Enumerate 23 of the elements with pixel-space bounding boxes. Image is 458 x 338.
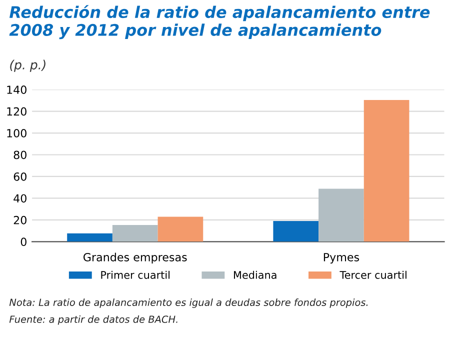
legend-label: Mediana <box>234 270 276 279</box>
y-axis-title: (p. p.) <box>10 60 46 72</box>
bar <box>318 188 364 242</box>
bar <box>158 216 204 242</box>
text: Nota: La ratio de apalancamiento es igual a deudas sobre fondos propios. <box>9 298 368 308</box>
y-tick-label: 40 <box>14 194 26 203</box>
legend-label: Primer cuartil <box>101 270 170 279</box>
x-tick-label: Pymes <box>324 253 360 264</box>
y-tick-label: 140 <box>7 86 26 94</box>
y-tick-label: 80 <box>14 150 26 160</box>
y-tick-label: 60 <box>14 172 26 181</box>
x-tick-label: Grandes empresas <box>83 252 187 264</box>
y-tick-label: 20 <box>14 216 26 224</box>
source-note: Fuente: a partir de datos de BACH. <box>9 315 178 325</box>
bar <box>112 225 158 242</box>
y-tick-label: 100 <box>7 129 26 138</box>
bar <box>364 100 410 242</box>
y-tick-label: 0 <box>20 238 26 246</box>
legend-label: Tercer cuartil <box>340 270 406 279</box>
chart-title: Reducción de la ratio de apalancamiento entre 2008 y 2012 por nivel de apalancamiento <box>9 5 430 40</box>
y-tick-label: 120 <box>7 107 26 116</box>
bar <box>67 233 112 242</box>
bar <box>273 221 319 242</box>
